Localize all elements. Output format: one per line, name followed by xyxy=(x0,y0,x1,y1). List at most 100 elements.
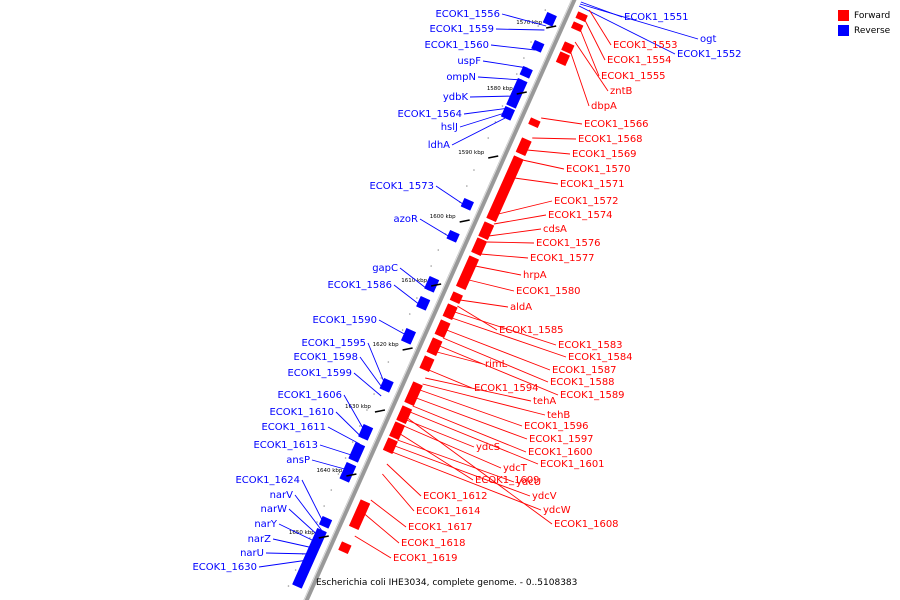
forward-gene-block xyxy=(449,291,464,305)
forward-gene-label: tehA xyxy=(533,396,556,407)
forward-gene-block xyxy=(515,137,532,157)
forward-gene-leader xyxy=(498,200,553,215)
reverse-gene-label: ECOK1_1551 xyxy=(624,12,689,23)
legend-forward: Forward xyxy=(838,8,890,23)
marker-dot xyxy=(508,89,511,91)
forward-gene-label: ECOK1_1570 xyxy=(566,164,631,175)
forward-gene-block xyxy=(389,421,406,441)
reverse-gene-label: narW xyxy=(261,504,288,515)
reverse-gene-block xyxy=(292,527,327,589)
marker-dot xyxy=(437,249,440,251)
forward-gene-leader xyxy=(419,389,523,427)
forward-gene-leader xyxy=(386,463,422,497)
forward-gene-leader xyxy=(457,305,498,331)
reverse-gene-leader xyxy=(258,559,309,568)
reverse-gene-block xyxy=(424,275,440,293)
forward-gene-block xyxy=(442,303,458,321)
forward-gene-label: ECOK1_1612 xyxy=(423,491,488,502)
reverse-gene-block xyxy=(348,441,366,463)
forward-gene-label: dbpA xyxy=(591,101,617,112)
reverse-gene-label: ECOK1_1564 xyxy=(397,109,462,120)
forward-gene-leader xyxy=(454,311,557,346)
marker-dot xyxy=(351,441,354,443)
reverse-gene-leader xyxy=(301,479,325,525)
reverse-gene-label: ompN xyxy=(446,72,476,83)
reverse-gene-leader xyxy=(435,185,467,207)
forward-gene-leader xyxy=(526,149,571,155)
forward-gene-leader xyxy=(475,265,522,276)
forward-gene-leader xyxy=(425,377,532,402)
kbp-tick-label: 1610 kbp xyxy=(401,278,427,284)
kbp-tick xyxy=(459,219,470,223)
forward-gene-label: hrpA xyxy=(523,270,547,281)
forward-gene-block xyxy=(396,405,413,425)
forward-gene-leader xyxy=(493,214,547,225)
forward-gene-label: ECOK1_1588 xyxy=(550,377,615,388)
reverse-gene-leader xyxy=(288,508,320,537)
forward-gene-label: ydcT xyxy=(503,463,528,474)
reverse-gene-label: ogt xyxy=(700,34,716,45)
reverse-gene-block xyxy=(542,11,557,27)
reverse-gene-label: ansP xyxy=(286,455,310,466)
reverse-gene-label: gapC xyxy=(372,263,398,274)
forward-swatch xyxy=(838,10,849,21)
marker-dot xyxy=(544,9,547,11)
forward-gene-leader xyxy=(446,329,551,371)
forward-gene-block xyxy=(434,319,451,339)
forward-gene-label: tehB xyxy=(547,410,570,421)
reverse-gene-label: ECOK1_1630 xyxy=(192,562,257,573)
forward-gene-leader xyxy=(588,9,612,46)
forward-gene-label: ECOK1_1587 xyxy=(552,365,617,376)
marker-dot xyxy=(523,57,525,59)
reverse-gene-leader xyxy=(278,523,317,543)
forward-gene-label: ECOK1_1566 xyxy=(584,119,649,130)
forward-gene-label: ECOK1_1572 xyxy=(554,196,619,207)
marker-dot xyxy=(323,505,325,507)
reverse-gene-leader xyxy=(265,552,311,555)
reverse-gene-leader xyxy=(482,60,528,69)
reverse-gene-leader xyxy=(294,494,322,531)
reverse-gene-leader xyxy=(359,356,385,391)
marker-dot xyxy=(487,137,490,139)
forward-gene-label: ECOK1_1618 xyxy=(401,538,466,549)
reverse-gene-label: ECOK1_1624 xyxy=(235,475,300,486)
forward-gene-leader xyxy=(436,351,484,365)
reverse-gene-label: narY xyxy=(254,519,278,530)
forward-gene-block xyxy=(478,221,495,241)
forward-gene-leader xyxy=(392,451,542,511)
reverse-gene-leader xyxy=(501,13,547,27)
marker-dot xyxy=(287,585,290,587)
reverse-gene-label: ECOK1_1556 xyxy=(435,9,500,20)
marker-dot xyxy=(366,409,368,411)
forward-gene-block xyxy=(575,11,588,23)
forward-gene-leader xyxy=(394,445,531,497)
reverse-gene-leader xyxy=(311,459,349,471)
forward-gene-label: ECOK1_1619 xyxy=(393,553,458,564)
forward-gene-label: ECOK1_1568 xyxy=(578,134,643,145)
marker-dot xyxy=(330,489,333,491)
forward-gene-label: ECOK1_1576 xyxy=(536,238,601,249)
forward-gene-block xyxy=(426,337,443,357)
forward-gene-label: ECOK1_1580 xyxy=(516,286,581,297)
forward-gene-block xyxy=(348,499,371,531)
forward-gene-leader xyxy=(488,228,542,237)
forward-gene-leader xyxy=(406,419,475,448)
forward-gene-leader xyxy=(397,439,515,483)
forward-gene-leader xyxy=(522,159,565,170)
marker-dot xyxy=(480,153,482,155)
forward-gene-label: ECOK1_1577 xyxy=(530,253,595,264)
forward-gene-leader xyxy=(584,19,606,61)
marker-dot xyxy=(451,217,454,219)
forward-gene-leader xyxy=(412,405,527,453)
forward-gene-leader xyxy=(532,137,577,140)
reverse-gene-label: ECOK1_1586 xyxy=(327,280,392,291)
marker-dot xyxy=(316,521,318,523)
forward-gene-leader xyxy=(451,317,567,358)
forward-gene-label: ECOK1_1601 xyxy=(540,459,605,470)
reverse-gene-leader xyxy=(378,319,409,337)
forward-gene-block xyxy=(404,381,423,407)
reverse-gene-leader xyxy=(335,411,363,439)
reverse-gene-block xyxy=(416,295,431,311)
forward-gene-leader xyxy=(468,279,515,292)
